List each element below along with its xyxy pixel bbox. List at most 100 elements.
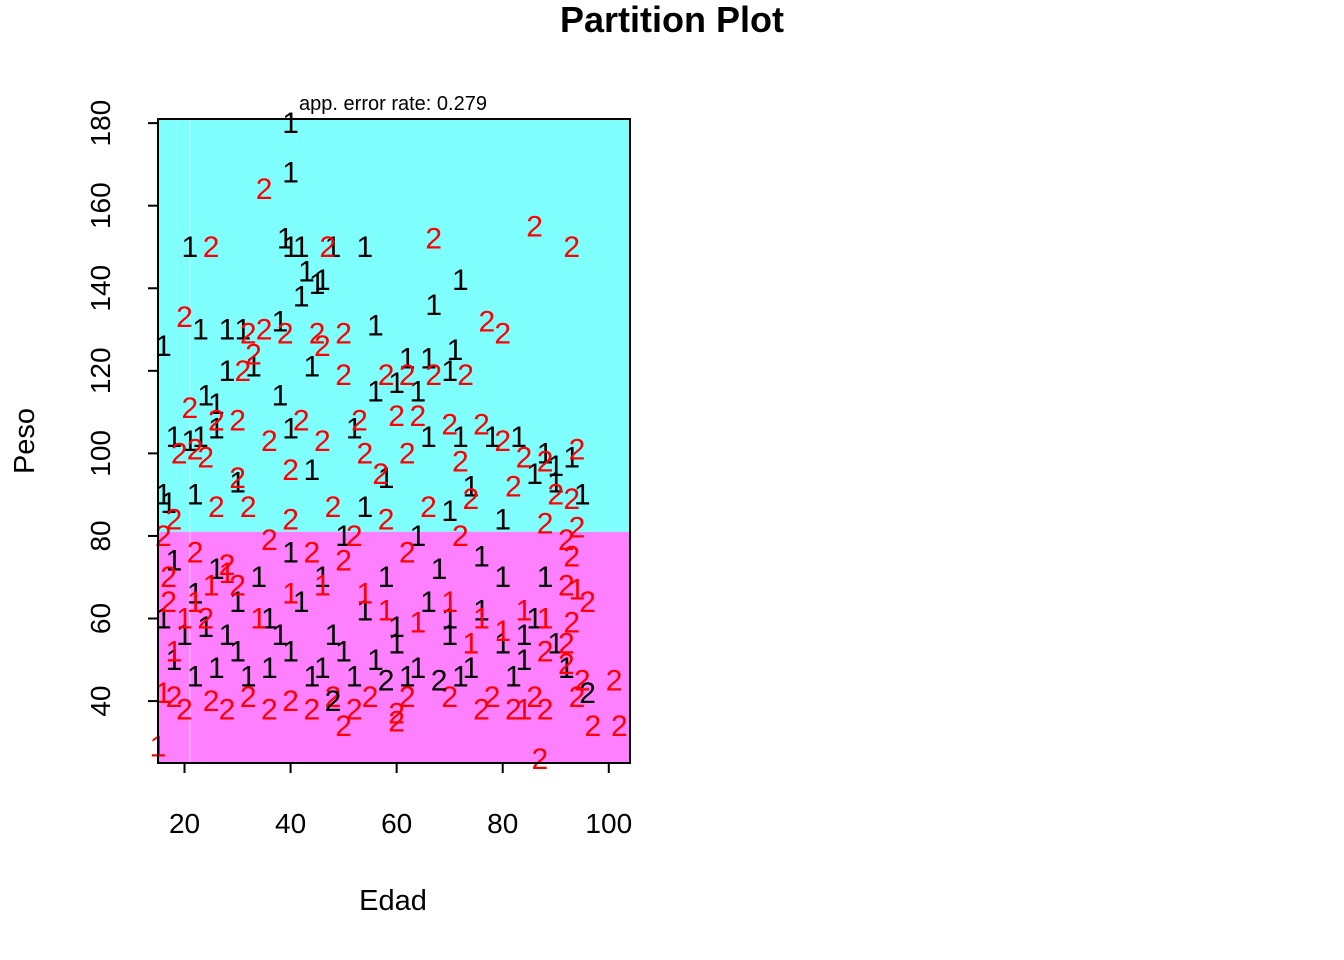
point-class-2-misclassified: 2 (569, 512, 586, 545)
y-tick-label: 140 (85, 265, 116, 312)
point-class-2-misclassified: 2 (388, 706, 405, 739)
point-class-1: 1 (187, 479, 204, 512)
y-tick-label: 160 (85, 182, 116, 229)
point-class-2-misclassified: 2 (478, 305, 495, 338)
y-tick-label: 60 (85, 603, 116, 634)
point-class-1: 1 (410, 520, 427, 553)
point-class-2-misclassified: 2 (314, 425, 331, 458)
point-class-1-misclassified: 1 (378, 594, 395, 627)
region-class-1-notch (582, 519, 630, 532)
point-class-2: 2 (579, 677, 596, 710)
point-class-2-misclassified: 2 (303, 693, 320, 726)
point-class-1: 1 (208, 413, 225, 446)
point-class-1: 1 (494, 503, 511, 536)
point-class-2-misclassified: 2 (256, 314, 273, 347)
point-class-1: 1 (494, 627, 511, 660)
point-class-1: 1 (473, 594, 490, 627)
point-class-1: 1 (235, 314, 252, 347)
point-class-1: 1 (367, 644, 384, 677)
point-class-1: 1 (187, 660, 204, 693)
point-class-1: 1 (166, 421, 183, 454)
point-class-1: 1 (261, 603, 278, 636)
point-class-1: 1 (558, 652, 575, 685)
point-class-1-misclassified: 1 (463, 627, 480, 660)
point-class-1: 1 (537, 561, 554, 594)
point-class-1-misclassified: 1 (473, 603, 490, 636)
point-class-2-misclassified: 2 (335, 318, 352, 351)
point-class-1: 1 (192, 421, 209, 454)
x-tick-label: 100 (585, 808, 632, 839)
point-class-2-misclassified: 2 (171, 437, 188, 470)
point-class-1: 1 (314, 561, 331, 594)
point-class-2-misclassified: 2 (229, 404, 246, 437)
point-class-1: 1 (250, 561, 267, 594)
point-class-2-misclassified: 2 (457, 359, 474, 392)
point-class-2-misclassified: 2 (293, 404, 310, 437)
point-class-1: 1 (293, 586, 310, 619)
point-class-2-misclassified: 2 (531, 743, 548, 776)
point-class-2-misclassified: 2 (585, 710, 602, 743)
point-class-2-misclassified: 2 (494, 318, 511, 351)
point-class-2-misclassified: 2 (463, 483, 480, 516)
point-class-2-misclassified: 2 (160, 561, 177, 594)
point-class-1: 1 (356, 491, 373, 524)
point-class-1: 1 (229, 466, 246, 499)
point-class-2-misclassified: 2 (579, 586, 596, 619)
point-class-2-misclassified: 2 (452, 520, 469, 553)
point-class-2-misclassified: 2 (420, 491, 437, 524)
point-class-2-misclassified: 2 (558, 627, 575, 660)
region-class-1 (158, 119, 630, 532)
point-class-2-misclassified: 2 (176, 301, 193, 334)
point-class-1: 1 (378, 462, 395, 495)
point-class-1-misclassified: 1 (314, 569, 331, 602)
point-class-1: 1 (452, 421, 469, 454)
point-class-1: 1 (526, 458, 543, 491)
region-class-2 (158, 531, 630, 763)
point-class-1: 1 (192, 314, 209, 347)
point-class-1: 1 (303, 660, 320, 693)
point-class-2-misclassified: 2 (160, 586, 177, 619)
point-class-2-misclassified: 2 (219, 549, 236, 582)
point-class-1: 1 (484, 421, 501, 454)
point-class-1: 1 (293, 281, 310, 314)
point-class-1-misclassified: 1 (516, 693, 533, 726)
point-class-1: 1 (335, 520, 352, 553)
chart-title: Partition Plot (560, 0, 784, 40)
point-class-2-misclassified: 2 (187, 536, 204, 569)
point-class-2-misclassified: 2 (229, 462, 246, 495)
point-class-1: 1 (282, 636, 299, 669)
point-class-1: 1 (399, 342, 416, 375)
point-class-1: 1 (537, 437, 554, 470)
point-class-2-misclassified: 2 (155, 520, 172, 553)
point-class-2-misclassified: 2 (245, 338, 262, 371)
point-class-2-misclassified: 2 (176, 693, 193, 726)
point-class-1: 1 (282, 157, 299, 190)
point-class-2-misclassified: 2 (558, 569, 575, 602)
point-class-1: 1 (229, 586, 246, 619)
point-class-1: 1 (219, 314, 236, 347)
point-class-1: 1 (155, 479, 172, 512)
point-class-2-misclassified: 2 (197, 603, 214, 636)
point-class-1: 1 (356, 231, 373, 264)
point-class-2-misclassified: 2 (563, 483, 580, 516)
point-class-2-misclassified: 2 (563, 607, 580, 640)
point-class-1: 1 (155, 330, 172, 363)
point-class-1: 1 (367, 309, 384, 342)
point-class-2-misclassified: 2 (325, 491, 342, 524)
point-class-1: 1 (160, 487, 177, 520)
point-class-2-misclassified: 2 (208, 491, 225, 524)
x-axis-title: Edad (359, 885, 427, 917)
point-class-2-misclassified: 2 (346, 693, 363, 726)
point-class-2-misclassified: 2 (356, 437, 373, 470)
point-class-1: 1 (219, 355, 236, 388)
point-class-2-misclassified: 2 (558, 648, 575, 681)
point-class-2: 2 (325, 685, 342, 718)
point-class-1: 1 (452, 660, 469, 693)
x-tick-label: 60 (381, 808, 412, 839)
point-class-2-misclassified: 2 (484, 681, 501, 714)
point-class-1: 1 (293, 231, 310, 264)
point-class-2-misclassified: 2 (277, 318, 294, 351)
point-class-2-misclassified: 2 (319, 231, 336, 264)
point-class-1: 1 (166, 644, 183, 677)
point-class-1: 1 (166, 545, 183, 578)
